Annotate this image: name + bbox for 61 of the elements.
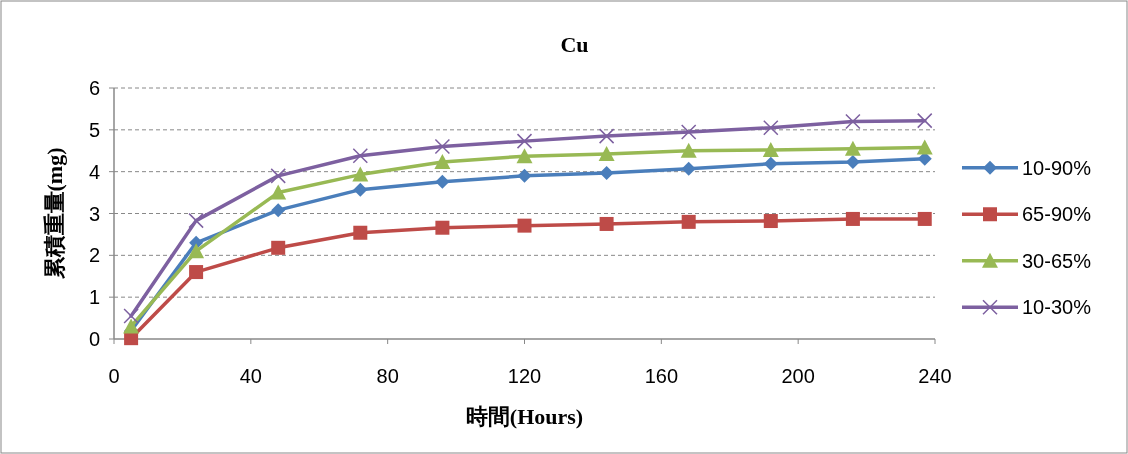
- x-tick-label: 120: [507, 365, 542, 387]
- point: [762, 141, 779, 157]
- y-tick-label: 4: [88, 160, 100, 183]
- point: [123, 308, 139, 324]
- point: [598, 146, 615, 162]
- x-tick-label: 40: [239, 365, 262, 387]
- point: [435, 174, 450, 189]
- point: [916, 139, 933, 155]
- point: [681, 214, 696, 229]
- x-tick-label: 0: [108, 365, 120, 387]
- y-tick-label: 2: [88, 244, 100, 267]
- point: [763, 156, 778, 171]
- point: [763, 119, 779, 136]
- x-tick-label: 240: [918, 365, 952, 387]
- point: [271, 240, 286, 255]
- x-tick-label: 160: [644, 365, 679, 387]
- point: [599, 165, 614, 180]
- x-tick-label: 200: [781, 365, 815, 387]
- chart-title: Cu: [560, 32, 589, 57]
- point: [189, 265, 204, 280]
- point: [845, 155, 860, 170]
- point: [845, 113, 861, 130]
- legend-label: 10-30%: [1022, 296, 1092, 319]
- point: [352, 166, 369, 182]
- point: [681, 161, 696, 176]
- point: [599, 216, 614, 231]
- point: [845, 211, 860, 226]
- y-tick-label: 3: [88, 202, 100, 225]
- point: [917, 211, 932, 226]
- legend-label: 65-90%: [1022, 203, 1092, 226]
- point: [517, 168, 532, 183]
- point: [353, 182, 368, 197]
- point: [353, 225, 368, 240]
- point: [270, 184, 287, 200]
- point: [123, 318, 140, 334]
- point: [517, 218, 532, 233]
- legend-label: 10-90%: [1022, 156, 1092, 179]
- y-tick-label: 6: [88, 77, 100, 99]
- y-tick-label: 5: [88, 118, 100, 141]
- point: [271, 203, 286, 218]
- y-axis-title: 累積重量(mg): [42, 147, 67, 281]
- point: [516, 133, 533, 149]
- point: [188, 243, 205, 259]
- x-tick-label: 80: [376, 365, 399, 387]
- legend-label: 30-65%: [1022, 249, 1092, 272]
- point: [844, 140, 861, 156]
- point: [680, 124, 697, 140]
- point: [516, 148, 533, 164]
- x-axis-title: 時間(Hours): [465, 404, 584, 429]
- point: [680, 142, 697, 158]
- point: [434, 138, 451, 155]
- point: [270, 168, 286, 184]
- point: [434, 154, 451, 170]
- y-tick-label: 0: [88, 328, 100, 350]
- point: [352, 148, 369, 164]
- point: [763, 214, 778, 229]
- point: [916, 112, 933, 129]
- y-tick-label: 1: [88, 286, 100, 309]
- point: [188, 212, 204, 229]
- point: [598, 128, 615, 144]
- point: [435, 220, 450, 235]
